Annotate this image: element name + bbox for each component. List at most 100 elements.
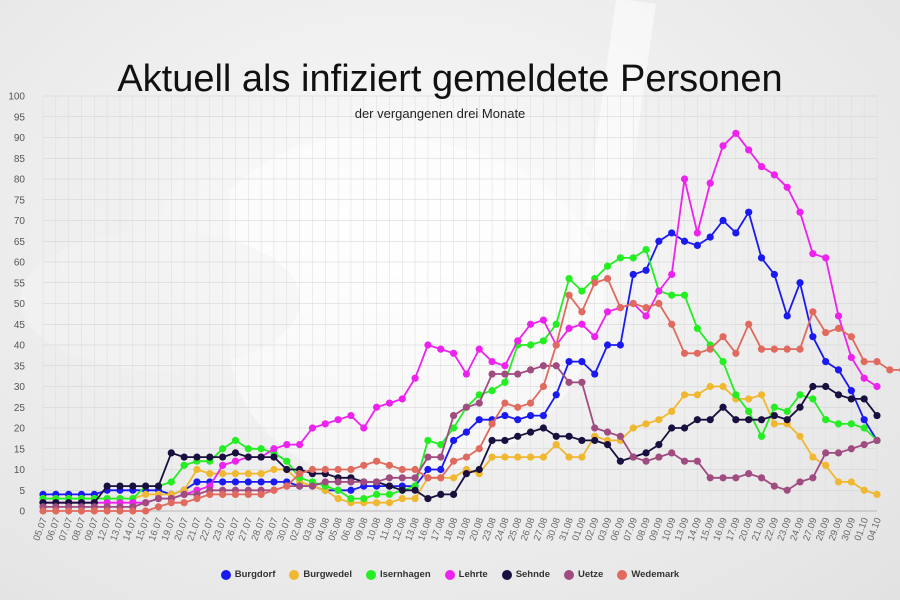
data-point bbox=[642, 312, 650, 320]
data-point bbox=[706, 416, 714, 424]
legend-label: Burgdorf bbox=[234, 569, 276, 580]
data-point bbox=[424, 465, 432, 474]
y-tick-label: 85 bbox=[14, 154, 26, 165]
data-point bbox=[488, 453, 496, 461]
y-tick-label: 10 bbox=[14, 465, 26, 476]
data-point bbox=[616, 341, 624, 349]
data-point bbox=[642, 266, 650, 274]
data-point bbox=[193, 465, 201, 474]
data-point bbox=[526, 399, 535, 407]
data-point bbox=[501, 370, 509, 378]
data-point bbox=[437, 345, 445, 353]
data-point bbox=[796, 478, 804, 486]
data-point bbox=[552, 320, 560, 328]
y-tick-label: 15 bbox=[14, 444, 26, 455]
data-point bbox=[270, 453, 278, 461]
data-point bbox=[475, 399, 483, 407]
data-point bbox=[693, 457, 701, 465]
data-point bbox=[552, 341, 560, 349]
data-point bbox=[437, 441, 445, 449]
data-point bbox=[770, 482, 778, 490]
data-point bbox=[501, 411, 509, 420]
data-point bbox=[360, 478, 368, 486]
data-point bbox=[668, 291, 676, 299]
data-point bbox=[757, 162, 766, 171]
data-point bbox=[873, 358, 881, 366]
data-point bbox=[873, 436, 881, 445]
data-point bbox=[270, 478, 278, 486]
data-point bbox=[834, 478, 843, 486]
data-point bbox=[655, 441, 663, 449]
data-point bbox=[745, 320, 753, 328]
data-point bbox=[757, 254, 766, 262]
data-point bbox=[847, 353, 855, 362]
data-point bbox=[822, 449, 830, 457]
data-point bbox=[757, 391, 766, 399]
data-point bbox=[347, 486, 355, 494]
data-point bbox=[770, 171, 778, 179]
data-point bbox=[501, 362, 509, 370]
data-point bbox=[539, 424, 548, 432]
y-tick-label: 40 bbox=[14, 341, 26, 352]
series-wedemark bbox=[39, 275, 900, 515]
data-point bbox=[539, 362, 548, 370]
data-point bbox=[783, 407, 791, 415]
data-point bbox=[809, 474, 817, 482]
data-point bbox=[90, 507, 98, 515]
chart-subtitle: der vergangenen drei Monate bbox=[354, 106, 526, 121]
data-point bbox=[860, 441, 868, 449]
data-point bbox=[308, 424, 317, 432]
legend-swatch bbox=[501, 569, 512, 580]
data-point bbox=[462, 370, 471, 378]
y-tick-label: 0 bbox=[19, 507, 25, 518]
data-point bbox=[424, 341, 432, 349]
data-point bbox=[770, 411, 778, 420]
data-point bbox=[809, 395, 817, 403]
data-point bbox=[809, 333, 817, 341]
data-point bbox=[398, 494, 406, 503]
data-point bbox=[847, 478, 855, 486]
data-point bbox=[385, 474, 394, 482]
data-point bbox=[719, 474, 727, 482]
data-point bbox=[180, 461, 188, 469]
data-point bbox=[231, 478, 240, 486]
data-point bbox=[629, 254, 637, 262]
data-point bbox=[732, 129, 740, 137]
data-point bbox=[783, 416, 791, 424]
data-point bbox=[834, 324, 843, 332]
data-point bbox=[565, 324, 573, 332]
data-point bbox=[668, 229, 676, 237]
data-point bbox=[526, 320, 535, 328]
data-point bbox=[257, 490, 265, 498]
data-point bbox=[526, 453, 535, 461]
legend-item: Lehrte bbox=[444, 569, 488, 580]
data-point bbox=[475, 416, 483, 424]
data-point bbox=[514, 432, 522, 440]
data-point bbox=[719, 333, 727, 341]
data-point bbox=[616, 457, 624, 465]
data-point bbox=[373, 499, 381, 507]
data-point bbox=[668, 320, 676, 328]
data-point bbox=[693, 349, 701, 357]
data-point bbox=[565, 453, 573, 461]
data-point bbox=[745, 208, 753, 216]
data-point bbox=[219, 445, 227, 453]
data-point bbox=[706, 474, 714, 482]
data-point bbox=[616, 432, 624, 440]
data-point bbox=[514, 403, 522, 411]
data-point bbox=[449, 474, 458, 482]
data-point bbox=[655, 287, 663, 295]
data-point bbox=[526, 366, 535, 374]
data-point bbox=[270, 465, 278, 474]
data-point bbox=[193, 494, 201, 503]
data-point bbox=[347, 478, 355, 486]
data-point bbox=[873, 411, 881, 420]
data-point bbox=[411, 465, 419, 474]
data-point bbox=[270, 445, 278, 453]
data-point bbox=[719, 358, 727, 366]
data-point bbox=[834, 366, 843, 374]
data-point bbox=[591, 424, 599, 432]
legend-item: Isernhagen bbox=[365, 569, 431, 580]
data-point bbox=[732, 229, 740, 237]
